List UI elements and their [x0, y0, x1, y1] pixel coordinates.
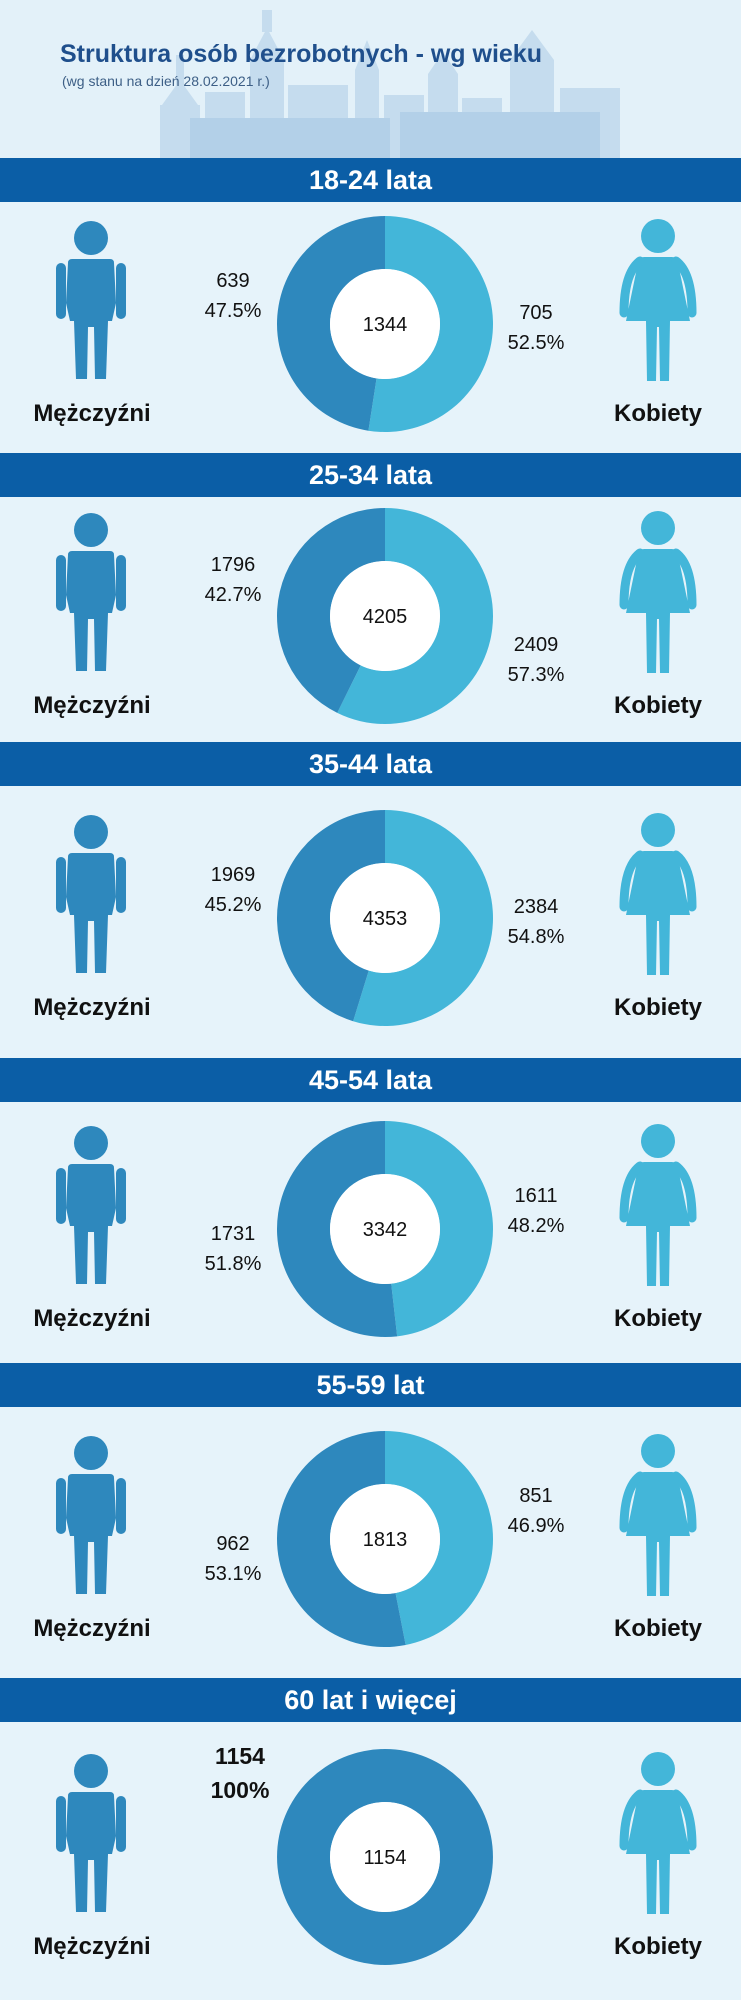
page-title: Struktura osób bezrobotnych - wg wieku — [60, 40, 542, 68]
slice-women — [337, 507, 493, 724]
man-icon — [56, 1754, 126, 1912]
women-label: Kobiety — [613, 1933, 702, 1960]
men-label: Mężczyźni — [33, 691, 151, 719]
donut-chart: 1154 — [277, 1749, 493, 1965]
slice-men — [277, 507, 385, 713]
men-value-label: 1969 45.2% — [183, 860, 283, 920]
slice-percent: 100% — [210, 1777, 270, 1803]
women-label: Kobiety — [613, 1614, 702, 1642]
city-skyline-illustration — [160, 10, 620, 158]
woman-icon — [619, 510, 697, 673]
total-value: 4353 — [363, 908, 408, 930]
slice-percent: 48.2% — [507, 1214, 565, 1237]
women-label: Kobiety — [613, 399, 702, 427]
slice-women — [385, 1120, 493, 1336]
man-icon — [56, 512, 126, 671]
age-group-title: 60 lat i więcej — [0, 1678, 741, 1722]
donut-chart: 1344 — [276, 215, 493, 432]
age-group-title: 35-44 lata — [0, 742, 741, 786]
women-value-label: 851 46.9% — [486, 1481, 586, 1541]
women-value-label: 705 52.5% — [486, 298, 586, 358]
women-label: Kobiety — [613, 691, 702, 719]
donut-chart: 1813 — [277, 1430, 494, 1647]
slice-count: 962 — [216, 1532, 250, 1555]
age-group-section: 45-54 lata Mężczyźni Kobiety 3342 1731 51.8% 1… — [0, 1058, 741, 1363]
slice-count: 851 — [519, 1484, 553, 1507]
age-group-title: 18-24 lata — [0, 158, 741, 202]
men-value-label: 1731 51.8% — [183, 1219, 283, 1279]
slice-percent: 53.1% — [204, 1562, 262, 1585]
men-label: Mężczyźni — [33, 399, 151, 427]
slice-count: 2409 — [513, 633, 559, 656]
total-value: 1813 — [363, 1529, 408, 1551]
age-group-title: 45-54 lata — [0, 1058, 741, 1102]
slice-count: 639 — [216, 269, 250, 292]
women-label: Kobiety — [613, 1304, 702, 1332]
slice-count: 1731 — [210, 1222, 256, 1245]
slice-women — [385, 1430, 494, 1645]
slice-count: 1611 — [514, 1184, 558, 1207]
men-value-label: 639 47.5% — [183, 266, 283, 326]
age-group-title: 25-34 lata — [0, 453, 741, 497]
woman-icon — [619, 218, 697, 381]
slice-percent: 51.8% — [204, 1252, 262, 1275]
donut-chart: 3342 — [276, 1120, 493, 1337]
slice-percent: 46.9% — [507, 1514, 565, 1537]
woman-icon — [619, 1752, 697, 1914]
total-value: 1154 — [363, 1847, 406, 1869]
man-icon — [56, 1125, 126, 1284]
woman-icon — [619, 813, 697, 975]
men-value-label: 1796 42.7% — [183, 550, 283, 610]
total-value: 4205 — [363, 606, 408, 628]
slice-count: 1796 — [210, 553, 256, 576]
women-value-label: 2409 57.3% — [486, 630, 586, 690]
slice-men — [277, 1749, 493, 1965]
slice-men — [276, 1120, 398, 1337]
man-icon — [56, 815, 126, 973]
age-group-section: 55-59 lat Mężczyźni Kobiety 1813 962 53.1% 851… — [0, 1363, 741, 1678]
slice-men — [277, 1430, 406, 1647]
slice-percent: 52.5% — [507, 331, 565, 354]
slice-women — [368, 215, 493, 432]
total-value: 1344 — [363, 314, 408, 336]
men-value-label: 962 53.1% — [183, 1529, 283, 1589]
men-label: Mężczyźni — [33, 1933, 151, 1960]
age-group-title: 55-59 lat — [0, 1363, 741, 1407]
women-label: Kobiety — [613, 994, 702, 1021]
woman-icon — [619, 1123, 697, 1286]
woman-icon — [619, 1433, 697, 1596]
man-icon — [56, 1435, 126, 1594]
donut-chart: 4205 — [277, 507, 493, 724]
age-group-section: 25-34 lata Mężczyźni Kobiety 4205 1796 42.7% 2… — [0, 453, 741, 742]
age-group-section: 60 lat i więcej Mężczyźni Kobiety 1154 1154 1… — [0, 1678, 741, 2000]
men-label: Mężczyźni — [33, 1614, 151, 1642]
age-group-section: 35-44 lata Mężczyźni Kobiety 4353 1969 45.2% 2… — [0, 742, 741, 1058]
slice-men — [276, 810, 385, 1022]
slice-percent: 42.7% — [204, 583, 262, 606]
men-label: Mężczyźni — [33, 994, 151, 1021]
slice-count: 1154 — [215, 1743, 265, 1769]
slice-women — [353, 810, 493, 1026]
slice-percent: 57.3% — [507, 663, 565, 686]
age-group-section: 18-24 lata Mężczyźni Kobiety 1344 639 47.5% 70… — [0, 158, 741, 453]
men-value-label: 1154 100% — [190, 1739, 290, 1807]
women-value-label: 2384 54.8% — [486, 892, 586, 952]
header: Struktura osób bezrobotnych - wg wieku (… — [0, 0, 741, 158]
slice-percent: 47.5% — [204, 299, 262, 322]
slice-percent: 45.2% — [204, 894, 262, 916]
slice-men — [276, 215, 385, 431]
total-value: 3342 — [363, 1219, 408, 1241]
men-label: Mężczyźni — [33, 1304, 151, 1332]
donut-chart: 4353 — [276, 810, 493, 1026]
slice-count: 1969 — [210, 864, 256, 886]
page-subtitle: (wg stanu na dzień 28.02.2021 r.) — [62, 73, 270, 89]
man-icon — [56, 220, 126, 379]
slice-count: 705 — [519, 301, 553, 324]
women-value-label: 1611 48.2% — [486, 1181, 586, 1241]
slice-percent: 54.8% — [507, 926, 565, 948]
slice-count: 2384 — [513, 896, 559, 918]
